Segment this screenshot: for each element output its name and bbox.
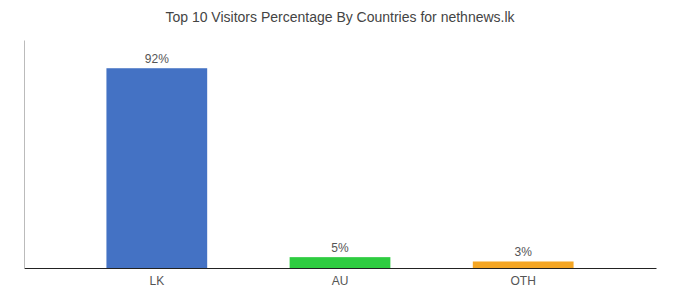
data-label: 3% xyxy=(515,245,533,259)
chart-title: Top 10 Visitors Percentage By Countries … xyxy=(165,9,515,25)
x-axis-line xyxy=(25,268,657,269)
chart-svg: 92% 5% 3% LK AU OTH Top 10 Visitors Percentage… xyxy=(0,0,680,300)
data-label: 92% xyxy=(145,52,169,66)
plot-area: 92% 5% 3% LK AU OTH xyxy=(25,41,657,288)
y-axis xyxy=(24,41,25,269)
data-label: 5% xyxy=(331,241,349,255)
y-axis-line xyxy=(24,41,25,269)
bar xyxy=(290,257,391,268)
x-tick-label: OTH xyxy=(511,274,536,288)
bar xyxy=(473,261,574,268)
bars xyxy=(106,68,573,268)
data-labels: 92% 5% 3% xyxy=(145,52,532,259)
x-tick: AU xyxy=(332,274,349,288)
chart-container: 92% 5% 3% LK AU OTH Top 10 Visitors Percentage… xyxy=(0,0,680,300)
x-tick: OTH xyxy=(511,274,536,288)
x-axis: LK AU OTH xyxy=(25,269,657,288)
x-tick-label: LK xyxy=(149,274,164,288)
bar xyxy=(106,68,207,268)
x-tick-label: AU xyxy=(332,274,349,288)
x-tick: LK xyxy=(149,274,164,288)
